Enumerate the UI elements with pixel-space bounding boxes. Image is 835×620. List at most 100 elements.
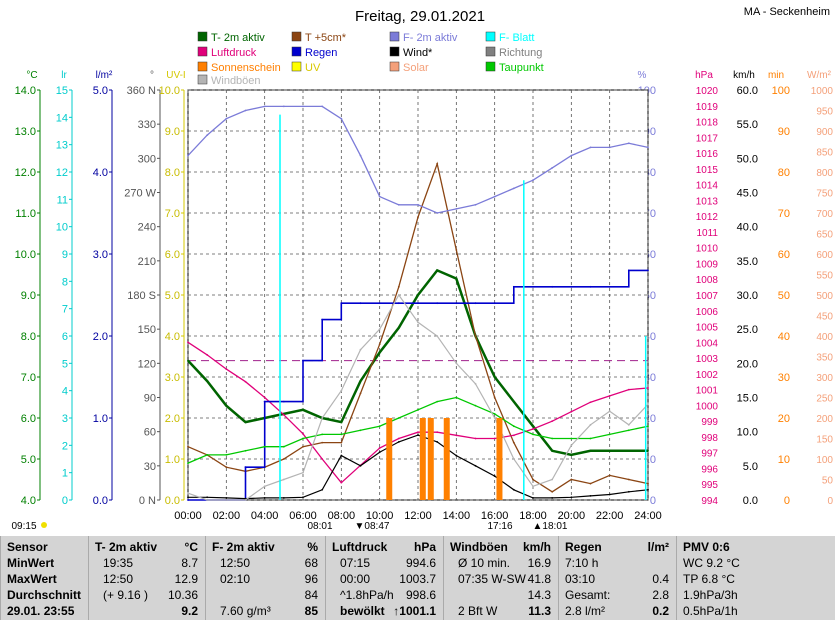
data-point	[263, 396, 266, 399]
table-cell: 9.2	[181, 604, 198, 618]
data-point	[570, 154, 573, 157]
axis-tick-label: 1015	[696, 165, 719, 176]
data-point	[551, 497, 554, 499]
legend-label: Taupunkt	[499, 62, 544, 74]
axis-unit: °	[150, 70, 154, 81]
data-point	[225, 368, 228, 371]
axis-tick-label: 4.0	[165, 331, 180, 343]
axis-tick-label: 8.0	[21, 331, 36, 343]
data-point	[647, 488, 649, 491]
data-point	[397, 203, 400, 206]
data-point	[187, 341, 189, 344]
legend-label: Sonnenschein	[211, 62, 281, 74]
axis-tick-label: 650	[816, 230, 833, 241]
legend-swatch	[291, 46, 302, 57]
data-point	[474, 437, 477, 440]
data-point	[589, 437, 592, 440]
axis-tick-label: 25.0	[737, 324, 758, 336]
data-point	[493, 302, 496, 305]
axis-tick-label: 20.0	[737, 358, 758, 370]
table-cell: 2 Bft W	[458, 604, 498, 618]
data-point	[589, 449, 592, 452]
legend-label: T +5cm*	[305, 32, 347, 44]
legend-swatch	[389, 61, 400, 72]
data-point	[436, 400, 439, 403]
data-point	[570, 444, 573, 447]
axis-tick-label: 4.0	[93, 167, 108, 179]
axis-tick-label: 200	[816, 414, 833, 425]
axis-tick-label: 994	[701, 496, 718, 507]
table-cell: 14.3	[527, 588, 551, 602]
table-cell: 29.01. 23:55	[7, 604, 75, 618]
data-point	[627, 142, 630, 145]
x-tick-label: 18:00	[519, 510, 547, 522]
legend: T- 2m aktiv T +5cm* F- 2m aktiv F- Blatt Luf…	[197, 31, 544, 87]
table-cell: 2.8	[652, 588, 669, 602]
axis-tick-label: 50.0	[737, 153, 758, 165]
axis-tick-label: 998	[701, 433, 718, 444]
data-point	[397, 302, 400, 305]
data-point	[608, 433, 611, 436]
table-cell: 19:35	[103, 556, 134, 570]
data-point	[627, 449, 630, 452]
data-point	[340, 302, 343, 305]
table-cell: Luftdruck	[332, 540, 388, 554]
data-point	[627, 429, 630, 432]
data-point	[282, 413, 285, 416]
data-point	[417, 408, 419, 411]
data-point	[340, 481, 343, 484]
data-point	[378, 351, 381, 354]
data-point	[397, 294, 400, 296]
data-point	[397, 285, 400, 288]
data-point	[608, 395, 611, 397]
sunshine-bar	[427, 418, 434, 500]
x-tick-label: 08:00	[328, 510, 356, 522]
data-point	[187, 154, 189, 157]
data-point	[532, 433, 534, 436]
legend-label: UV	[305, 62, 321, 74]
data-point	[608, 146, 611, 149]
data-point	[512, 425, 515, 428]
data-point	[417, 321, 419, 324]
axis-tick-label: 5.0	[93, 85, 108, 97]
data-point	[436, 269, 439, 272]
legend-swatch	[291, 61, 302, 72]
axis-unit: °C	[26, 70, 37, 81]
data-point	[589, 423, 592, 426]
axis-tick-label: 1016	[696, 149, 719, 160]
data-point	[378, 447, 381, 449]
axis-tick-label: 1006	[696, 307, 719, 318]
axis-tick-label: 0.0	[93, 495, 108, 507]
axis-unit: l/m²	[96, 70, 113, 81]
grid	[187, 89, 649, 501]
axis-tick-label: 60	[778, 249, 790, 261]
axis-tick-label: 30.0	[737, 290, 758, 302]
axis-tick-label: 1004	[696, 338, 719, 349]
data-point	[532, 179, 534, 182]
axis-tick-label: 10.0	[737, 427, 758, 439]
axis-tick-label: 60.0	[737, 85, 758, 97]
axis-tick-label: 1008	[696, 275, 719, 286]
x-tick-label: 06:00	[289, 510, 317, 522]
axis-tick-label: 13.0	[15, 126, 36, 138]
table-cell: Regen	[565, 540, 602, 554]
axis-tick-label: 250	[816, 394, 833, 405]
table-column: F- 2m aktiv% 12:50 68 02:10 96 84 7.60 g/m³ 85	[205, 536, 326, 620]
data-point	[551, 285, 554, 288]
axis-tick-label: 900	[816, 127, 833, 138]
axis-tick-label: 330	[138, 119, 156, 131]
data-point	[340, 421, 343, 423]
data-point	[359, 380, 362, 382]
axis-tick-label: 1002	[696, 370, 719, 381]
data-point	[359, 429, 362, 432]
data-point	[321, 458, 324, 460]
data-point	[512, 187, 515, 190]
axis-tick-label: 10	[778, 454, 790, 466]
data-point	[493, 195, 496, 198]
data-point	[551, 449, 554, 452]
data-point	[302, 432, 304, 435]
data-point	[512, 434, 515, 437]
axis-tick-label: 1003	[696, 354, 719, 365]
table-column: Sensor MinWert MaxWert Durchschnitt 29.01. 2…	[0, 536, 89, 620]
